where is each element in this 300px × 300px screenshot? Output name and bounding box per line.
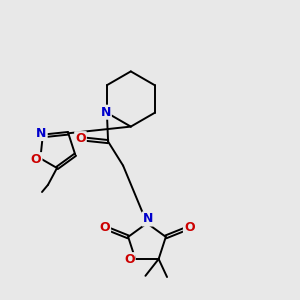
Text: O: O: [100, 221, 110, 234]
Text: O: O: [75, 132, 86, 145]
Text: N: N: [142, 212, 153, 226]
Text: O: O: [31, 153, 41, 166]
Text: N: N: [100, 106, 111, 119]
Text: N: N: [36, 127, 47, 140]
Text: O: O: [124, 253, 135, 266]
Text: O: O: [184, 221, 194, 234]
